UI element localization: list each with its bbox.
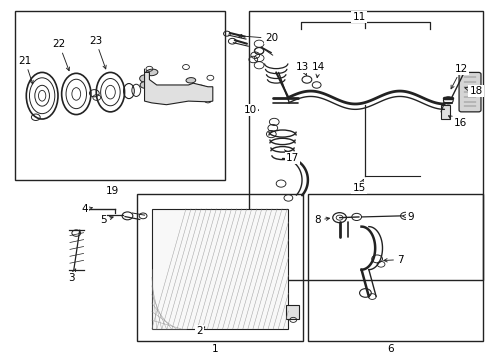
Text: 20: 20 [238, 33, 277, 43]
FancyBboxPatch shape [458, 72, 480, 112]
Text: 1: 1 [211, 344, 218, 354]
Text: 17: 17 [284, 150, 298, 163]
Ellipse shape [185, 78, 195, 83]
Bar [15, 12, 224, 180]
Text: 14: 14 [311, 62, 325, 78]
Text: 5: 5 [100, 215, 113, 225]
Circle shape [140, 75, 149, 82]
Text: 10: 10 [244, 105, 258, 115]
Ellipse shape [145, 69, 158, 76]
Text: 21: 21 [19, 56, 33, 84]
Text: 22: 22 [53, 40, 69, 71]
Bar [137, 194, 303, 341]
Text: 18: 18 [464, 86, 482, 96]
Text: 8: 8 [314, 215, 329, 225]
Ellipse shape [196, 85, 204, 90]
Bar [152, 209, 288, 329]
Text: 3: 3 [68, 269, 76, 283]
Polygon shape [144, 69, 212, 105]
Bar [307, 194, 483, 341]
Text: 12: 12 [450, 64, 467, 89]
Text: 2: 2 [196, 326, 204, 336]
Text: 7: 7 [383, 255, 403, 265]
Bar [249, 12, 483, 280]
Circle shape [140, 82, 149, 88]
Bar [440, 105, 449, 119]
FancyBboxPatch shape [286, 305, 299, 319]
Text: 9: 9 [402, 212, 413, 221]
Text: 4: 4 [81, 204, 92, 215]
Text: 13: 13 [295, 62, 308, 76]
Text: 11: 11 [352, 12, 365, 22]
Text: 6: 6 [386, 344, 393, 354]
Text: 16: 16 [447, 116, 466, 128]
Text: 19: 19 [106, 186, 119, 196]
Text: 15: 15 [352, 179, 365, 193]
Text: 23: 23 [89, 36, 106, 69]
